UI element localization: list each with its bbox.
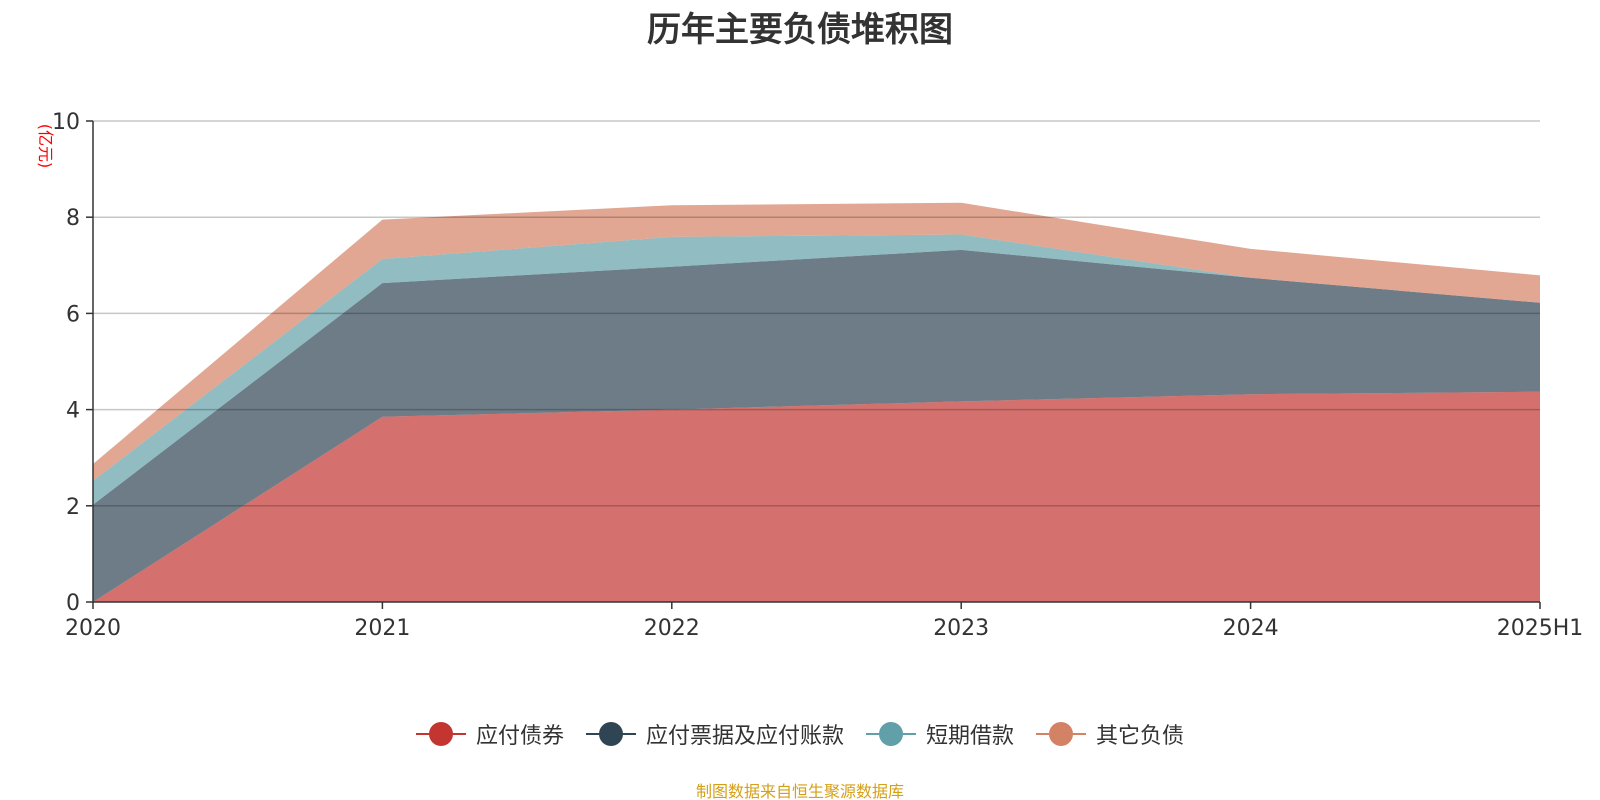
legend-marker bbox=[415, 721, 466, 747]
x-tick-label-2: 2022 bbox=[644, 616, 700, 641]
area-series-1 bbox=[93, 249, 1540, 602]
legend-dot bbox=[598, 722, 623, 746]
legend-label: 应付债券 bbox=[475, 724, 564, 749]
y-tick-label-5: 10 bbox=[52, 110, 80, 135]
legend-dot bbox=[428, 722, 453, 746]
legend-marker bbox=[1036, 721, 1087, 747]
legend-item-3[interactable]: 其它负债 bbox=[1036, 718, 1184, 750]
legend-dot bbox=[879, 722, 903, 746]
y-unit-label: (亿元) bbox=[36, 124, 55, 169]
legend-item-0[interactable]: 应付债券 bbox=[415, 718, 564, 750]
legend-marker bbox=[585, 721, 636, 747]
x-tick-label-5: 2025H1 bbox=[1497, 616, 1584, 641]
source-note: 制图数据来自恒生聚源数据库 bbox=[695, 782, 904, 800]
legend-label: 应付票据及应付账款 bbox=[645, 724, 844, 749]
legend-label: 其它负债 bbox=[1096, 724, 1185, 749]
x-tick-label-0: 2020 bbox=[65, 616, 121, 641]
chart-legend: 应付债券 应付票据及应付账款 短期借款 其它负债 bbox=[0, 718, 1600, 750]
x-tick-label-4: 2024 bbox=[1223, 616, 1279, 641]
y-tick-label-4: 8 bbox=[66, 206, 80, 231]
y-tick-label-0: 0 bbox=[66, 591, 80, 616]
legend-marker bbox=[866, 721, 916, 747]
chart-title: 历年主要负债堆积图 bbox=[647, 10, 953, 50]
y-tick-label-2: 4 bbox=[66, 399, 80, 424]
x-tick-label-1: 2021 bbox=[354, 616, 410, 641]
y-tick-label-1: 2 bbox=[66, 495, 80, 520]
x-tick-label-3: 2023 bbox=[933, 616, 989, 641]
area-series-0 bbox=[93, 391, 1540, 602]
legend-item-1[interactable]: 应付票据及应付账款 bbox=[585, 718, 844, 750]
y-tick-label-3: 6 bbox=[66, 302, 80, 327]
legend-label: 短期借款 bbox=[926, 724, 1015, 749]
legend-dot bbox=[1049, 722, 1074, 746]
legend-item-2[interactable]: 短期借款 bbox=[866, 718, 1014, 750]
